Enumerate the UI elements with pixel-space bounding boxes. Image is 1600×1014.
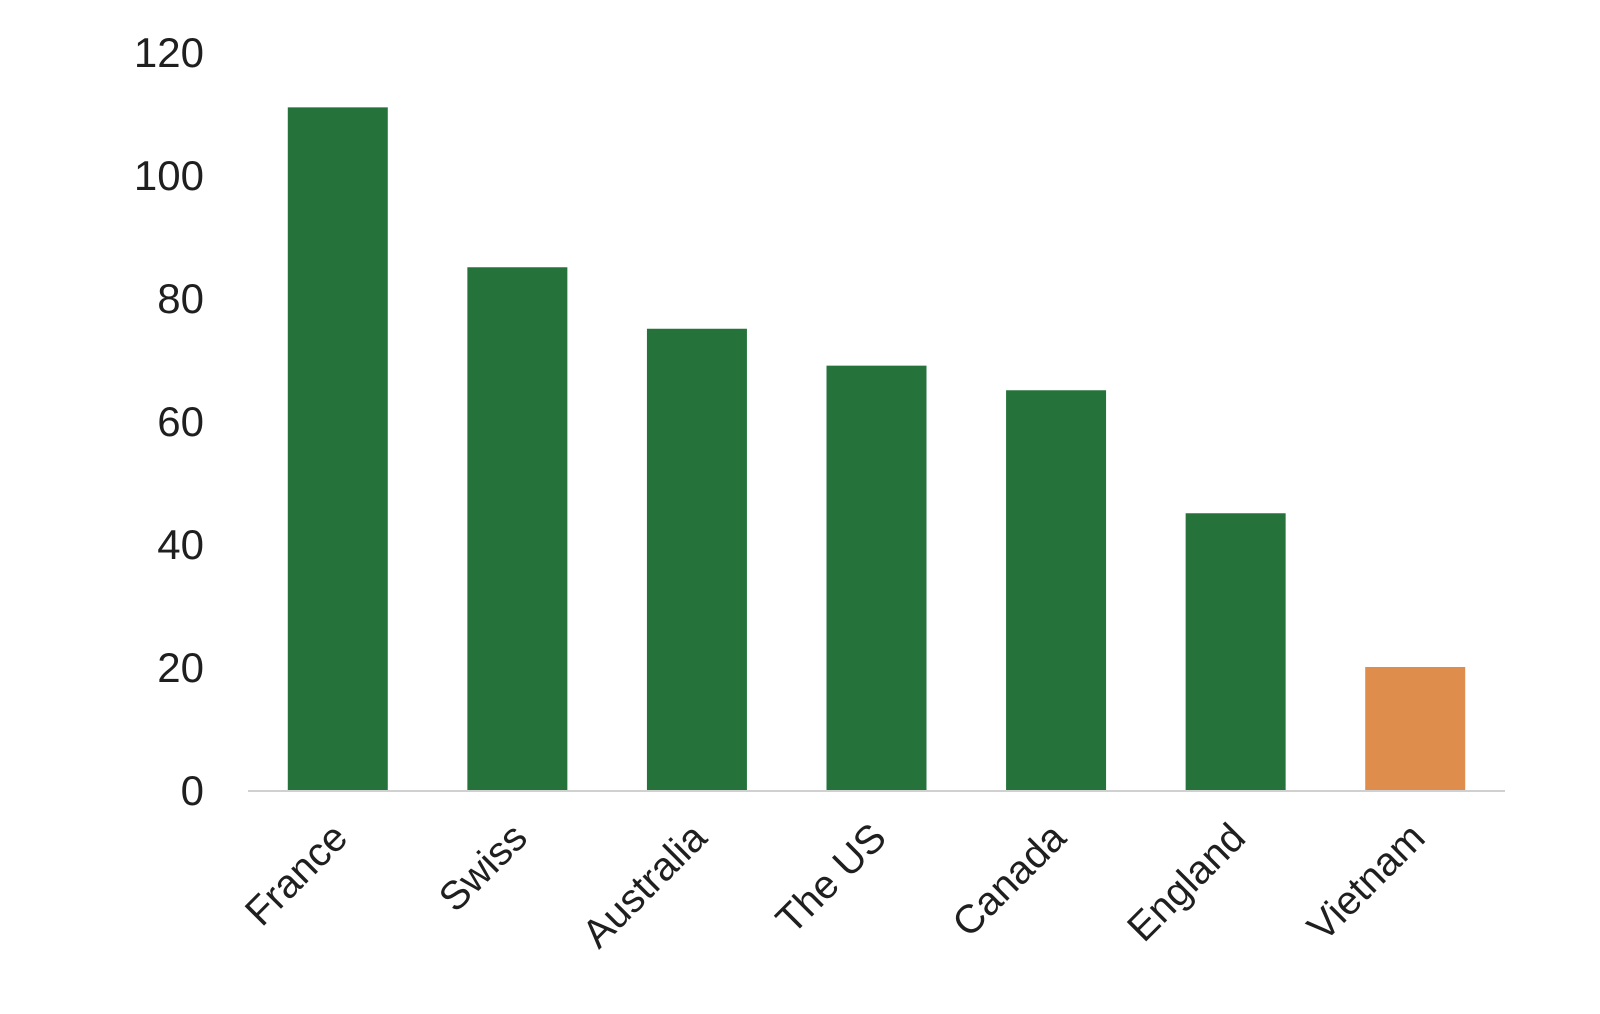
- y-tick-label: 40: [157, 521, 204, 568]
- x-tick-label: Canada: [944, 815, 1075, 946]
- y-tick-label: 120: [134, 29, 204, 76]
- y-tick-label: 0: [181, 767, 204, 814]
- y-tick-label: 60: [157, 398, 204, 445]
- y-tick-label: 80: [157, 275, 204, 322]
- bar-england: [1185, 513, 1286, 790]
- bar-australia: [646, 328, 747, 790]
- x-tick-label: Swiss: [431, 815, 536, 920]
- x-tick-label: France: [237, 815, 356, 934]
- x-tick-label: Vietnam: [1299, 815, 1433, 949]
- bar-vietnam: [1365, 667, 1466, 790]
- x-tick-label: Australia: [574, 815, 716, 957]
- y-tick-label: 100: [134, 152, 204, 199]
- bar-the-us: [826, 365, 927, 790]
- x-axis-labels: France Swiss Australia The US Canada England V…: [237, 815, 1434, 957]
- y-tick-label: 20: [157, 644, 204, 691]
- bar-swiss: [467, 267, 568, 790]
- x-tick-label: The US: [768, 815, 895, 942]
- x-tick-label: England: [1119, 815, 1254, 950]
- y-axis-ticks: 0 20 40 60 80 100 120: [134, 29, 204, 814]
- bar-france: [287, 107, 388, 791]
- bar-canada: [1006, 390, 1107, 790]
- bars: [287, 107, 1466, 791]
